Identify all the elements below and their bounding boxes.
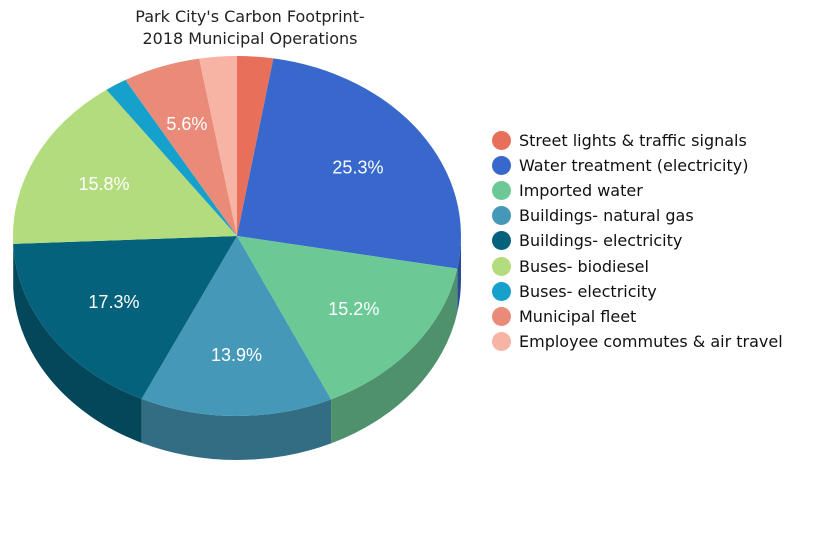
legend-label-7: Municipal fleet bbox=[519, 306, 637, 326]
legend-swatch-0 bbox=[492, 131, 511, 151]
pie-side-1 bbox=[457, 236, 461, 313]
legend-swatch-6 bbox=[492, 281, 511, 301]
pie-slice-label-4: 17.3% bbox=[88, 292, 139, 312]
legend-swatch-7 bbox=[492, 306, 511, 326]
legend-label-4: Buildings- electricity bbox=[519, 231, 683, 251]
legend-item-0: Street lights & traffic signals bbox=[492, 128, 783, 153]
pie-slice-3 bbox=[141, 236, 332, 416]
legend-swatch-1 bbox=[492, 156, 511, 176]
legend-label-0: Street lights & traffic signals bbox=[519, 131, 747, 151]
legend-label-3: Buildings- natural gas bbox=[519, 206, 694, 226]
pie-slice-8 bbox=[199, 56, 237, 236]
pie-slice-label-7: 5.6% bbox=[166, 114, 207, 134]
pie-slices bbox=[13, 56, 461, 416]
legend-item-5: Buses- biodiesel bbox=[492, 253, 783, 278]
legend-item-1: Water treatment (electricity) bbox=[492, 153, 783, 178]
pie-side-4 bbox=[13, 243, 142, 443]
pie-sides bbox=[13, 236, 461, 461]
legend: Street lights & traffic signals Water tre… bbox=[492, 128, 783, 354]
pie-side-3 bbox=[141, 398, 332, 461]
pie-slice-label-3: 13.9% bbox=[211, 345, 262, 365]
pie-slice-4 bbox=[13, 236, 237, 399]
pie-side-2 bbox=[331, 268, 458, 444]
legend-item-4: Buildings- electricity bbox=[492, 228, 783, 253]
pie-slice-label-5: 15.8% bbox=[79, 174, 130, 194]
legend-label-6: Buses- electricity bbox=[519, 281, 657, 301]
legend-swatch-8 bbox=[492, 331, 511, 351]
pie-slice-5 bbox=[13, 89, 237, 244]
legend-item-6: Buses- electricity bbox=[492, 279, 783, 304]
legend-swatch-3 bbox=[492, 206, 511, 226]
legend-item-3: Buildings- natural gas bbox=[492, 203, 783, 228]
chart-title: Park City's Carbon Footprint- 2018 Munic… bbox=[100, 6, 400, 50]
legend-label-1: Water treatment (electricity) bbox=[519, 156, 749, 176]
pie-slice-7 bbox=[125, 58, 237, 237]
pie-slice-6 bbox=[106, 79, 238, 236]
chart-title-line-2: 2018 Municipal Operations bbox=[142, 29, 358, 48]
legend-label-8: Employee commutes & air travel bbox=[519, 331, 783, 351]
legend-swatch-2 bbox=[492, 181, 511, 201]
chart-title-line-1: Park City's Carbon Footprint- bbox=[135, 7, 365, 26]
pie-slice-label-2: 15.2% bbox=[328, 299, 379, 319]
pie-slice-0 bbox=[237, 56, 274, 236]
legend-swatch-4 bbox=[492, 231, 511, 251]
legend-item-7: Municipal fleet bbox=[492, 304, 783, 329]
legend-label-2: Imported water bbox=[519, 181, 643, 201]
legend-swatch-5 bbox=[492, 256, 511, 276]
pie-slice-labels: 25.3% 15.2% 13.9% 17.3% 15.8% 5.6% bbox=[79, 114, 384, 365]
pie-slice-1 bbox=[237, 58, 461, 269]
pie-slice-label-1: 25.3% bbox=[332, 158, 383, 178]
pie-slice-2 bbox=[237, 236, 458, 400]
legend-item-8: Employee commutes & air travel bbox=[492, 329, 783, 354]
legend-item-2: Imported water bbox=[492, 178, 783, 203]
legend-label-5: Buses- biodiesel bbox=[519, 256, 649, 276]
